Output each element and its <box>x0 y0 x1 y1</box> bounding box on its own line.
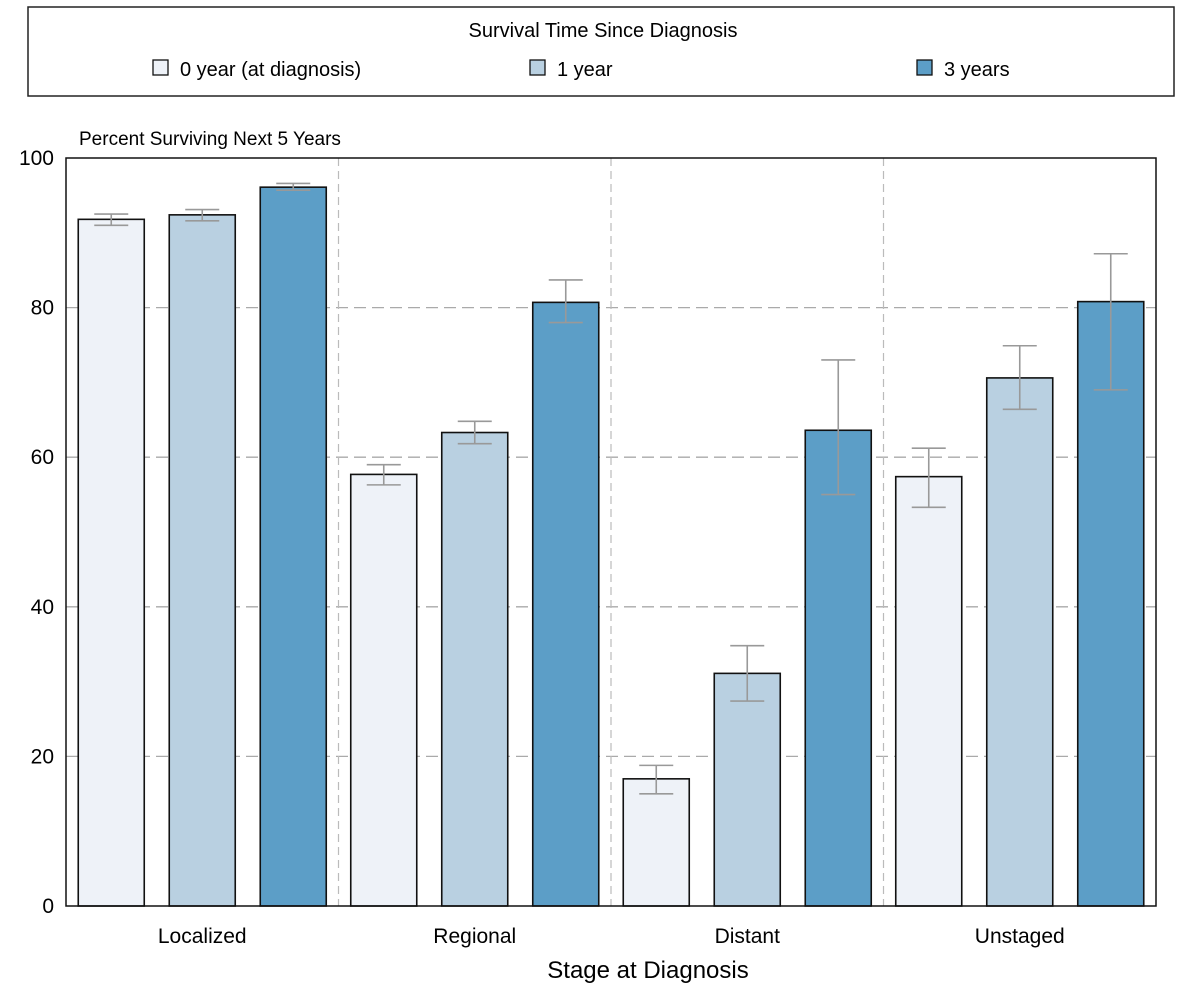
y-tick-label: 40 <box>31 596 54 619</box>
y-tick-label: 20 <box>31 745 54 768</box>
legend-items: 0 year (at diagnosis) 1 year 3 years <box>152 59 1010 81</box>
legend-label: 1 year <box>557 59 613 81</box>
bars <box>77 186 1145 907</box>
legend-item: 3 years <box>916 59 1010 81</box>
bar <box>440 431 509 907</box>
y-axis-label: Percent Surviving Next 5 Years <box>79 129 341 150</box>
bar <box>713 672 782 907</box>
bar <box>259 186 328 907</box>
x-categories: Localized Regional Distant Unstaged <box>158 925 1065 948</box>
legend-swatch <box>529 59 546 76</box>
legend-item: 0 year (at diagnosis) <box>152 59 361 81</box>
y-tick-label: 100 <box>19 147 54 170</box>
legend-swatch <box>152 59 169 76</box>
legend-label: 0 year (at diagnosis) <box>180 59 361 81</box>
gridlines <box>66 158 1156 906</box>
bar <box>531 301 600 907</box>
bar <box>349 473 418 907</box>
error-bars <box>94 182 1128 795</box>
legend-title: Survival Time Since Diagnosis <box>469 20 738 42</box>
bar <box>894 475 963 907</box>
bar <box>985 377 1054 907</box>
y-tick-label: 60 <box>31 446 54 469</box>
x-category-label: Distant <box>715 925 781 948</box>
y-tick-label: 0 <box>42 895 54 918</box>
bar <box>1076 300 1145 907</box>
legend-item: 1 year <box>529 59 613 81</box>
x-axis-label: Stage at Diagnosis <box>547 957 748 984</box>
x-category-label: Regional <box>433 925 516 948</box>
y-ticks: 0 20 40 60 80 100 <box>19 147 54 918</box>
y-tick-label: 80 <box>31 297 54 320</box>
legend: Survival Time Since Diagnosis 0 year (at… <box>27 6 1175 97</box>
bar <box>804 429 873 907</box>
plot-frame <box>65 157 1157 907</box>
legend-label: 3 years <box>944 59 1010 81</box>
x-category-label: Unstaged <box>975 925 1065 948</box>
legend-swatch <box>916 59 933 76</box>
bar <box>168 214 237 907</box>
bar <box>622 778 691 907</box>
legend-box <box>27 6 1175 97</box>
x-category-label: Localized <box>158 925 247 948</box>
bar <box>77 218 146 907</box>
